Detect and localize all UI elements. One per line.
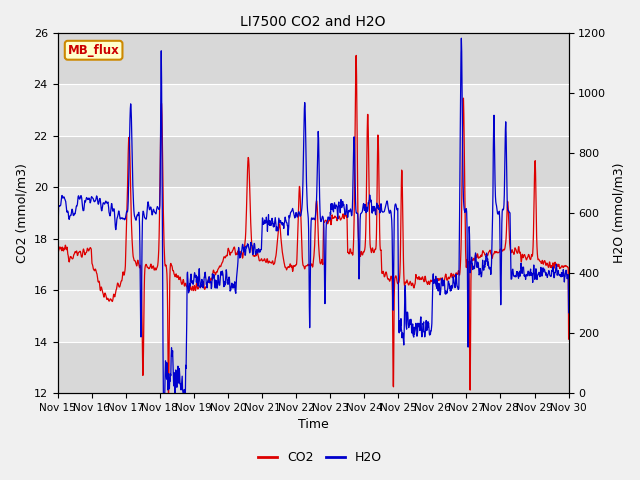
- Bar: [58, 136, 568, 187]
- Bar: [58, 33, 568, 84]
- Legend: CO2, H2O: CO2, H2O: [253, 446, 387, 469]
- Text: MB_flux: MB_flux: [68, 44, 120, 57]
- Bar: [58, 342, 568, 393]
- Bar: [58, 239, 568, 290]
- Title: LI7500 CO2 and H2O: LI7500 CO2 and H2O: [240, 15, 386, 29]
- X-axis label: Time: Time: [298, 419, 328, 432]
- Y-axis label: CO2 (mmol/m3): CO2 (mmol/m3): [15, 163, 28, 263]
- Y-axis label: H2O (mmol/m3): H2O (mmol/m3): [612, 163, 625, 264]
